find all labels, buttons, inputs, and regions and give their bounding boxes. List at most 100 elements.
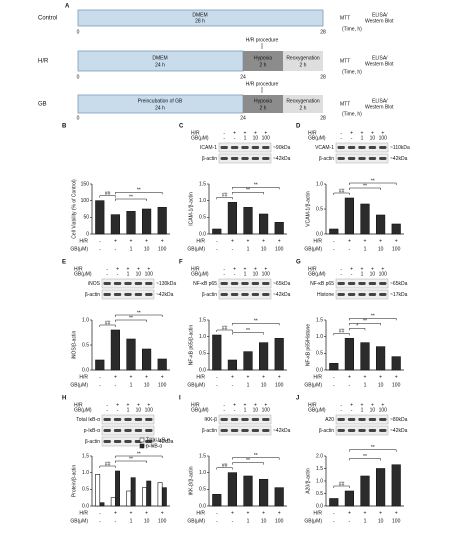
blot-size: ~110kDa xyxy=(390,145,410,151)
significance-bracket xyxy=(232,187,280,190)
y-tick-label: 1.0 xyxy=(316,334,323,340)
x-tick-label: + xyxy=(379,238,382,244)
x-tick-label: + xyxy=(114,510,117,516)
x-tick-label: 100 xyxy=(275,518,284,524)
blot-lane-label: 10 xyxy=(253,407,259,413)
x-tick-label: - xyxy=(216,510,218,516)
blot-lane-label: 100 xyxy=(379,407,388,413)
x-row-label: GB(μM) xyxy=(187,246,205,252)
blot-lane-label: - xyxy=(106,271,108,277)
significance-bracket xyxy=(232,457,280,460)
x-tick-label: + xyxy=(364,374,367,380)
x-tick-label: + xyxy=(247,510,250,516)
significance-label: ## xyxy=(339,188,345,194)
blot-band xyxy=(379,293,387,296)
x-row-label: H/R xyxy=(79,374,88,380)
y-tick-label: 1.0 xyxy=(82,470,89,476)
duration: 24 h xyxy=(155,105,165,111)
blot-lane-label: 1 xyxy=(127,271,130,277)
blot-band xyxy=(251,293,260,296)
blot-lane-label: + xyxy=(361,266,364,272)
significance-label: ## xyxy=(105,191,111,197)
blot-name: β-actin xyxy=(319,156,334,162)
bar xyxy=(130,477,136,507)
panel-letter: G xyxy=(296,260,301,266)
x-tick-label: + xyxy=(262,238,265,244)
blot-lane-label: - xyxy=(351,135,353,141)
panel-letter: J xyxy=(296,396,299,402)
blot-band xyxy=(145,440,153,443)
bar xyxy=(212,494,222,507)
assay: ELISA/ xyxy=(372,98,388,104)
procedure: H/R procedure xyxy=(246,37,279,43)
blot-band xyxy=(251,157,260,160)
significance-label: ** xyxy=(371,445,375,451)
blot-band xyxy=(368,418,377,421)
blot-band xyxy=(358,157,366,160)
x-tick-label: 1 xyxy=(130,382,133,388)
x-tick-label: 10 xyxy=(378,382,384,388)
blot-lane-label: 10 xyxy=(253,135,259,141)
x-tick-label: - xyxy=(232,382,234,388)
blot-lane-label: + xyxy=(350,266,353,272)
blot-row-label: GB(μM) xyxy=(191,407,209,413)
blot-band xyxy=(124,293,132,296)
blot-band xyxy=(220,418,228,421)
blot-lane-label: + xyxy=(381,402,384,408)
blot-band xyxy=(337,146,345,149)
significance-bracket xyxy=(232,192,264,195)
x-tick-label: + xyxy=(247,238,250,244)
bar xyxy=(95,200,105,235)
blot-name: NF-κB p65 xyxy=(193,281,217,287)
y-tick-label: 0.5 xyxy=(316,351,323,357)
x-tick-label: + xyxy=(145,510,148,516)
x-tick-label: 10 xyxy=(378,246,384,252)
significance-label: ** xyxy=(129,315,133,321)
significance-bracket xyxy=(349,449,397,452)
blot-lane-label: + xyxy=(350,130,353,136)
blot-lane-label: + xyxy=(264,402,267,408)
blot-band xyxy=(145,429,153,432)
panel-letter: F xyxy=(179,260,183,266)
blot-band xyxy=(337,293,345,296)
x-row-label: H/R xyxy=(313,374,322,380)
time-tick: 28 xyxy=(320,115,326,121)
x-row-label: GB(μM) xyxy=(187,518,205,524)
significance-label: ** xyxy=(129,456,133,462)
blot-lane-label: 1 xyxy=(127,407,130,413)
y-tick-label: 1.5 xyxy=(316,466,323,472)
x-row-label: H/R xyxy=(196,374,205,380)
blot-lane-label: + xyxy=(254,130,257,136)
legend-swatch xyxy=(139,437,145,443)
blot-lane-label: + xyxy=(244,130,247,136)
y-tick-label: 0.0 xyxy=(316,367,323,373)
blot-lane-label: 1 xyxy=(361,135,364,141)
blot-name: NF-κB p65 xyxy=(310,281,334,287)
bar xyxy=(274,487,284,507)
blot-band xyxy=(220,157,228,160)
x-tick-label: - xyxy=(216,374,218,380)
hypoxia-bar xyxy=(243,51,283,71)
legend-label: p-IκB-α xyxy=(146,443,162,449)
assay: ELISA/ xyxy=(372,12,388,18)
assay: MTT xyxy=(340,101,350,107)
row-label: Control xyxy=(38,16,57,22)
blot-lane-label: - xyxy=(234,135,236,141)
blot-lane-label: - xyxy=(223,271,225,277)
blot-band xyxy=(347,157,356,160)
blot-lane-label: - xyxy=(351,271,353,277)
blot-lane-label: 1 xyxy=(244,135,247,141)
blot-lane-label: - xyxy=(340,402,342,408)
significance-bracket xyxy=(232,332,264,335)
significance-bracket xyxy=(349,187,381,190)
blot-band xyxy=(251,418,260,421)
bar xyxy=(157,207,167,235)
x-row-label: GB(μM) xyxy=(70,518,88,524)
blot-name: β-actin xyxy=(319,428,334,434)
duration: 2 h xyxy=(260,105,267,111)
blot-band xyxy=(124,429,132,432)
bar xyxy=(142,487,147,507)
x-tick-label: 100 xyxy=(275,382,284,388)
bar xyxy=(110,214,120,235)
blot-band xyxy=(113,282,122,285)
